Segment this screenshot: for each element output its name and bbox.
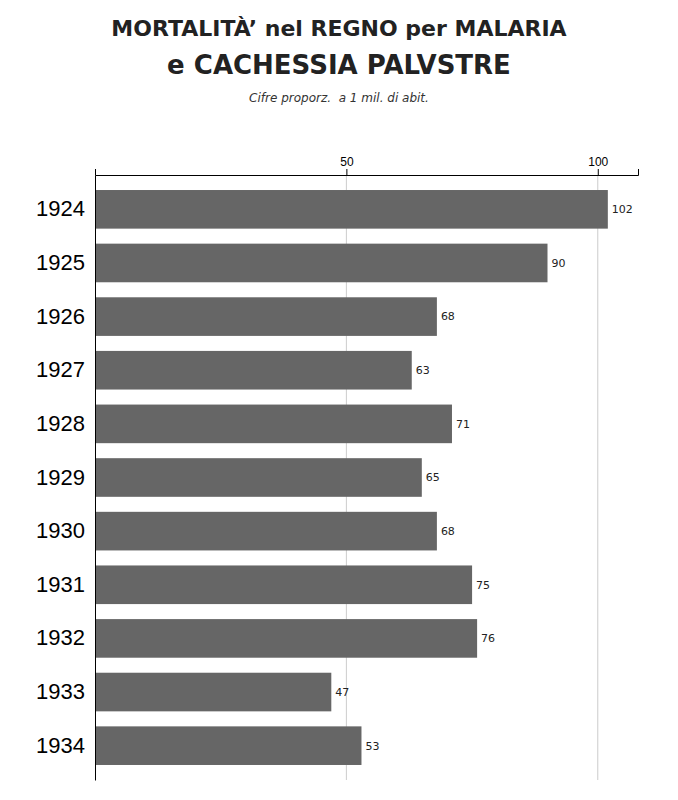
bar (95, 458, 422, 497)
data-label: 71 (456, 418, 470, 431)
bar (95, 190, 608, 229)
axis-line (96, 169, 639, 176)
tick-label: 1929 (36, 465, 85, 490)
bar (95, 726, 361, 765)
axis-line (95, 176, 96, 781)
data-label: 68 (441, 525, 455, 538)
y-tick: 1929 (36, 465, 95, 490)
y-axis: 1924 1925 1926 1927 1928 1929 1930 1931 1932 1933… (36, 176, 95, 781)
y-tick: 1926 (36, 304, 95, 329)
data-label: 47 (335, 686, 349, 699)
tick-label: 1927 (36, 357, 85, 382)
x-tick: 100 (588, 155, 608, 175)
data-label: 68 (441, 310, 455, 323)
tick-label: 1931 (36, 572, 85, 597)
bar (95, 351, 412, 390)
bar (95, 297, 437, 336)
bar (95, 619, 477, 658)
data-label: 53 (365, 740, 379, 753)
data-label: 76 (481, 632, 495, 645)
tick-label: 1924 (36, 196, 85, 221)
data-label: 90 (552, 257, 566, 270)
bar (95, 565, 472, 604)
y-tick: 1932 (36, 625, 95, 650)
tick-mark (346, 169, 347, 175)
plot: 102 90 68 63 71 65 68 75 76 47 53 50 100 1924 1925 1926… (36, 155, 638, 781)
y-tick: 1931 (36, 572, 95, 597)
tick-label: 1925 (36, 250, 85, 275)
data-label: 75 (476, 579, 490, 592)
chart: MORTALITÀ’ nel REGNO per MALARIA e CACHES… (0, 0, 678, 800)
y-tick: 1933 (36, 679, 95, 704)
subtitle: e CACHESSIA PALVSTRE (167, 50, 511, 80)
x-axis: 50 100 (96, 155, 639, 176)
y-tick: 1924 (36, 196, 95, 221)
bar (95, 405, 452, 444)
bar (95, 512, 437, 551)
title: MORTALITÀ’ nel REGNO per MALARIA (111, 16, 566, 41)
grid-line (597, 175, 598, 780)
bar (95, 673, 331, 712)
tick-label: 1928 (36, 411, 85, 436)
tick-mark (598, 169, 599, 175)
tick-label: 1926 (36, 304, 85, 329)
y-tick: 1928 (36, 411, 95, 436)
bars (95, 190, 608, 765)
y-tick: 1930 (36, 518, 95, 543)
tick-label: 1930 (36, 518, 85, 543)
titles: MORTALITÀ’ nel REGNO per MALARIA e CACHES… (111, 16, 566, 105)
tick-label: 1932 (36, 625, 85, 650)
x-tick: 50 (340, 155, 354, 175)
tick-label: 50 (340, 155, 354, 169)
y-tick: 1934 (36, 733, 95, 758)
y-tick: 1925 (36, 250, 95, 275)
data-label: 65 (426, 471, 440, 484)
y-tick: 1927 (36, 357, 95, 382)
tick-label: 1934 (36, 733, 85, 758)
data-labels: 102 90 68 63 71 65 68 75 76 47 53 (335, 203, 633, 752)
annotation: Cifre proporz. a 1 mil. di abit. (249, 91, 429, 105)
bar (95, 244, 548, 283)
data-label: 102 (612, 203, 633, 216)
tick-label: 100 (588, 155, 608, 169)
data-label: 63 (416, 364, 430, 377)
tick-label: 1933 (36, 679, 85, 704)
